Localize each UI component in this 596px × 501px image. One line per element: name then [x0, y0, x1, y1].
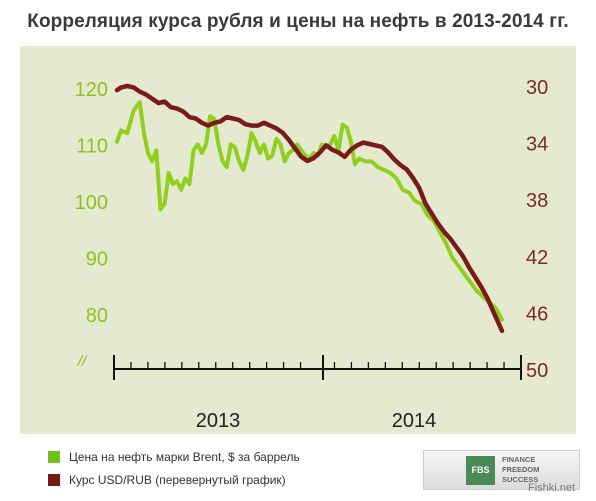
axis-break-icon: // — [77, 353, 88, 370]
fbs-logo-line3: SUCCESS — [502, 475, 539, 484]
fbs-logo-line2: FREEDOM — [502, 465, 540, 474]
left-axis-tick-label: 120 — [75, 79, 108, 101]
x-axis-year-label: 2014 — [392, 410, 437, 432]
series-line-usd-rub — [114, 83, 505, 334]
right-axis-tick-label: 34 — [526, 134, 548, 156]
legend-item-brent: Цена на нефть марки Brent, $ за баррель — [48, 450, 300, 464]
x-axis-year-label: 2013 — [196, 410, 241, 432]
left-axis-tick-label: 90 — [86, 249, 108, 271]
left-axis-tick-label: 80 — [86, 305, 108, 327]
legend-swatch-brent — [48, 451, 60, 463]
fbs-logo-mark: FBS — [466, 456, 495, 485]
series-line-brent — [115, 100, 504, 322]
legend-label-brent: Цена на нефть марки Brent, $ за баррель — [69, 450, 300, 464]
watermark: Fishki.net — [528, 482, 576, 494]
left-axis-tick-label: 100 — [75, 192, 108, 214]
legend-label-rub: Курс USD/RUB (перевернутый график) — [69, 473, 286, 487]
legend-item-rub: Курс USD/RUB (перевернутый график) — [48, 473, 286, 487]
fbs-logo: FBS FINANCE FREEDOM SUCCESS — [423, 450, 580, 490]
right-axis-tick-label: 46 — [526, 303, 548, 325]
right-axis-tick-label: 30 — [526, 77, 548, 99]
right-axis-tick-label: 50 — [526, 360, 548, 382]
right-axis-tick-label: 38 — [526, 190, 548, 212]
right-axis-tick-label: 42 — [526, 247, 548, 269]
left-axis-tick-label: 110 — [76, 136, 108, 158]
legend-swatch-rub — [48, 474, 60, 486]
chart-title: Корреляция курса рубля и цены на нефть в… — [27, 11, 569, 32]
fbs-logo-text: FINANCE FREEDOM SUCCESS — [502, 455, 540, 485]
fbs-logo-line1: FINANCE — [502, 455, 536, 464]
